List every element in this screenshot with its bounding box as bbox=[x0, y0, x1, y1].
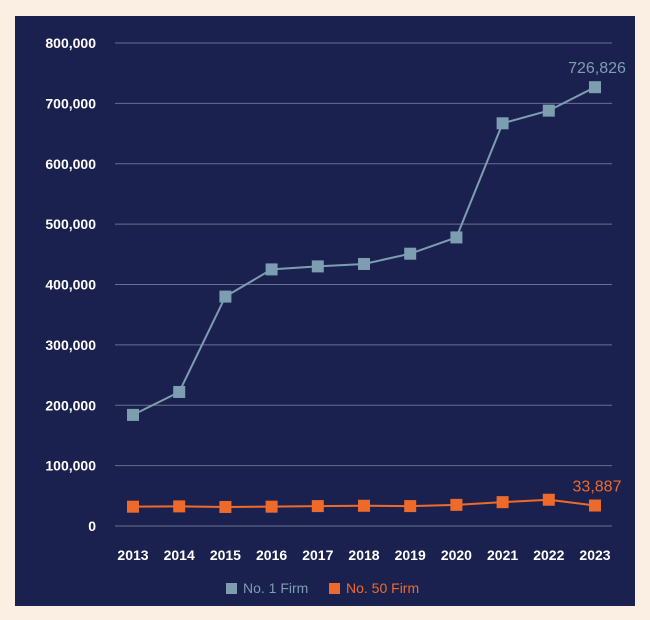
x-tick-label: 2023 bbox=[579, 547, 610, 563]
data-point-marker bbox=[542, 493, 555, 506]
x-tick-label: 2018 bbox=[348, 547, 379, 563]
data-point-marker bbox=[173, 500, 186, 513]
legend-label: No. 1 Firm bbox=[243, 580, 308, 596]
data-point-marker bbox=[219, 290, 232, 303]
data-point-marker bbox=[311, 260, 324, 273]
legend-swatch bbox=[329, 583, 340, 594]
legend: No. 1 Firm No. 50 Firm bbox=[226, 580, 419, 596]
data-point-marker bbox=[404, 247, 417, 260]
data-point-marker bbox=[127, 500, 139, 513]
data-labels: 726,826 33,887 bbox=[568, 60, 626, 495]
y-tick-label: 500,000 bbox=[45, 216, 96, 232]
x-tick-label: 2020 bbox=[441, 547, 472, 563]
x-tick-label: 2013 bbox=[117, 547, 148, 563]
x-tick-label: 2021 bbox=[487, 547, 518, 563]
data-point-marker bbox=[450, 231, 463, 244]
y-tick-label: 700,000 bbox=[45, 95, 96, 111]
data-point-marker bbox=[496, 117, 509, 130]
end-value-label: 726,826 bbox=[568, 60, 626, 77]
y-tick-label: 800,000 bbox=[45, 35, 96, 51]
gridlines bbox=[115, 42, 612, 527]
end-value-label: 33,887 bbox=[573, 479, 622, 496]
x-tick-label: 2019 bbox=[395, 547, 426, 563]
x-tick-label: 2017 bbox=[302, 547, 333, 563]
data-point-marker bbox=[542, 104, 555, 117]
series-line-1 bbox=[132, 86, 596, 416]
data-point-marker bbox=[496, 496, 509, 509]
data-point-marker bbox=[127, 408, 139, 421]
x-axis: 2013 2014 2015 2016 2017 2018 2019 2020 2021 2022… bbox=[117, 547, 610, 563]
data-point-marker bbox=[404, 500, 417, 513]
data-point-marker bbox=[311, 500, 324, 513]
data-point-marker bbox=[173, 385, 186, 398]
data-point-marker bbox=[358, 499, 370, 512]
y-tick-label: 0 bbox=[88, 518, 96, 534]
y-tick-label: 400,000 bbox=[45, 277, 96, 293]
legend-label: No. 50 Firm bbox=[346, 580, 419, 596]
data-point-marker bbox=[219, 500, 232, 513]
data-point-marker bbox=[265, 500, 278, 513]
y-axis: 0 100,000 200,000 300,000 400,000 500,000 600,… bbox=[45, 35, 96, 534]
data-point-marker bbox=[589, 499, 601, 512]
y-tick-label: 200,000 bbox=[45, 397, 96, 413]
x-tick-label: 2015 bbox=[210, 547, 241, 563]
data-point-marker bbox=[589, 81, 601, 94]
data-point-marker bbox=[450, 498, 463, 511]
legend-swatch bbox=[226, 583, 237, 594]
y-tick-label: 100,000 bbox=[45, 458, 96, 474]
x-tick-label: 2016 bbox=[256, 547, 287, 563]
y-tick-label: 300,000 bbox=[45, 337, 96, 353]
data-point-marker bbox=[358, 257, 370, 270]
x-tick-label: 2014 bbox=[164, 547, 195, 563]
x-tick-label: 2022 bbox=[533, 547, 564, 563]
series-layer bbox=[127, 81, 601, 513]
y-tick-label: 600,000 bbox=[45, 156, 96, 172]
data-point-marker bbox=[265, 263, 278, 276]
